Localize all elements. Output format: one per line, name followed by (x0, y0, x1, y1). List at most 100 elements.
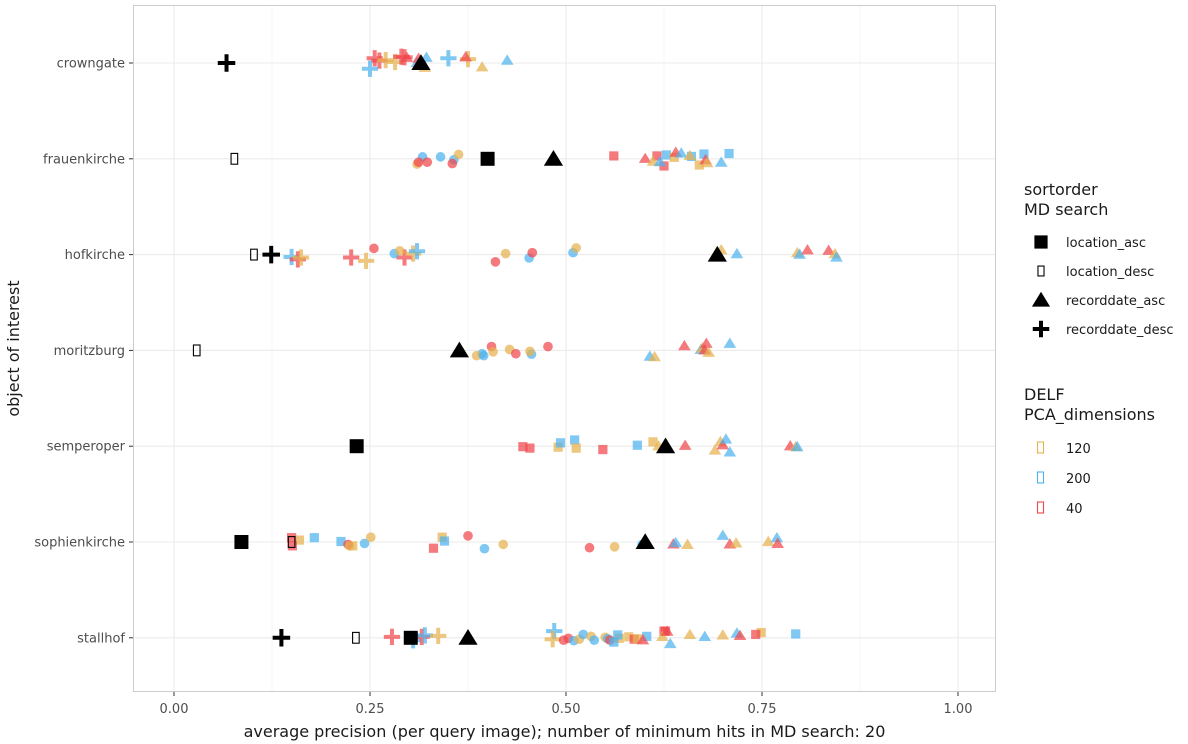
data-point (652, 151, 662, 161)
data-point (751, 629, 761, 640)
data-point (632, 440, 642, 450)
summary-point (655, 437, 676, 454)
data-point (719, 433, 733, 444)
legend-color-label-40: 40 (1066, 502, 1083, 517)
data-point (498, 539, 509, 550)
summary-point (349, 439, 364, 454)
legend-label-location_asc: location_asc (1066, 236, 1146, 251)
data-point (488, 347, 498, 357)
data-point (632, 634, 642, 644)
data-point (660, 625, 674, 636)
data-point (287, 541, 297, 551)
summary-point (480, 151, 495, 166)
legend-symbol-plus (1032, 320, 1050, 338)
data-point (598, 444, 608, 455)
data-point (394, 245, 405, 256)
data-point (624, 632, 634, 642)
data-point (463, 530, 473, 541)
data-point (716, 529, 730, 540)
data-point (609, 637, 619, 647)
legend-symbol-diamond (1037, 265, 1045, 277)
data-point (571, 443, 581, 453)
data-point (408, 243, 426, 260)
data-point (716, 629, 730, 640)
legend-color-key-120 (1036, 441, 1045, 454)
data-point (674, 147, 688, 158)
summary-point (403, 630, 418, 645)
data-point (683, 149, 697, 161)
data-point (716, 439, 730, 450)
data-point (700, 156, 714, 168)
x-tick-label: 0.75 (748, 702, 777, 717)
data-point (359, 538, 370, 549)
y-tick-label-moritzburg: moritzburg (54, 344, 125, 359)
data-point (648, 437, 658, 447)
summary-point (217, 54, 236, 72)
data-point (613, 630, 623, 640)
data-point (453, 149, 464, 160)
data-point (791, 629, 801, 639)
x-axis-title: average precision (per query image); num… (244, 722, 886, 741)
data-point (830, 251, 843, 262)
data-point (663, 637, 677, 649)
panel-border (133, 5, 996, 692)
summary-point (234, 535, 249, 549)
legend-sortorder-title-line1: sortorder (1024, 180, 1098, 199)
data-point (440, 50, 457, 67)
summary-point (287, 536, 296, 548)
data-point (790, 440, 804, 452)
data-point (430, 627, 447, 645)
legend-color-key-40 (1036, 501, 1045, 514)
data-point (510, 348, 521, 359)
data-point (756, 627, 766, 638)
data-point (669, 152, 679, 162)
data-point (400, 51, 414, 62)
legend-color-key-200 (1036, 471, 1045, 484)
data-point (681, 538, 694, 549)
data-point (459, 51, 472, 62)
legend-symbol-triangle (1031, 291, 1051, 307)
data-point (435, 152, 446, 162)
data-point (490, 256, 501, 267)
plot-panel (133, 5, 996, 692)
y-axis: crowngate frauenkirche hofkirche moritzburg… (34, 57, 133, 646)
data-point (518, 442, 528, 452)
data-point (702, 346, 716, 357)
legend-pca-title-line1: DELF (1024, 385, 1065, 404)
panel-background (133, 5, 996, 692)
summary-point (192, 344, 201, 357)
data-point (555, 438, 566, 448)
legend-key-recorddate_desc (1032, 320, 1050, 338)
summary-point (458, 629, 478, 645)
legend-pca-dimensions: DELF PCA_dimensions 120 200 40 (1024, 385, 1155, 517)
data-point (500, 248, 511, 259)
y-tick-label-frauenkirche: frauenkirche (43, 152, 125, 167)
data-point (733, 629, 747, 641)
legend-sortorder-title-line2: MD search (1024, 200, 1108, 219)
data-point (527, 247, 538, 258)
data-point (669, 536, 683, 548)
data-point (478, 350, 489, 361)
x-tick-label: 1.00 (944, 702, 973, 717)
data-point (609, 151, 619, 161)
data-point (708, 444, 722, 455)
summary-point (411, 54, 431, 70)
data-point (309, 533, 319, 543)
data-point (678, 339, 691, 351)
data-point (661, 150, 671, 160)
data-point (589, 635, 600, 646)
data-point (361, 60, 379, 77)
data-points (192, 48, 843, 649)
x-axis: 0.00 0.25 0.50 0.75 1.00 (160, 692, 973, 717)
data-point (471, 350, 482, 361)
data-point (801, 244, 814, 255)
legend-color-label-200: 200 (1066, 472, 1091, 487)
data-point (365, 532, 376, 543)
x-tick-label: 0.00 (160, 702, 189, 717)
data-point (525, 346, 535, 357)
data-point (700, 337, 713, 348)
summary-point (230, 152, 239, 165)
legend-key-location_desc (1037, 265, 1045, 277)
data-point (343, 249, 360, 266)
